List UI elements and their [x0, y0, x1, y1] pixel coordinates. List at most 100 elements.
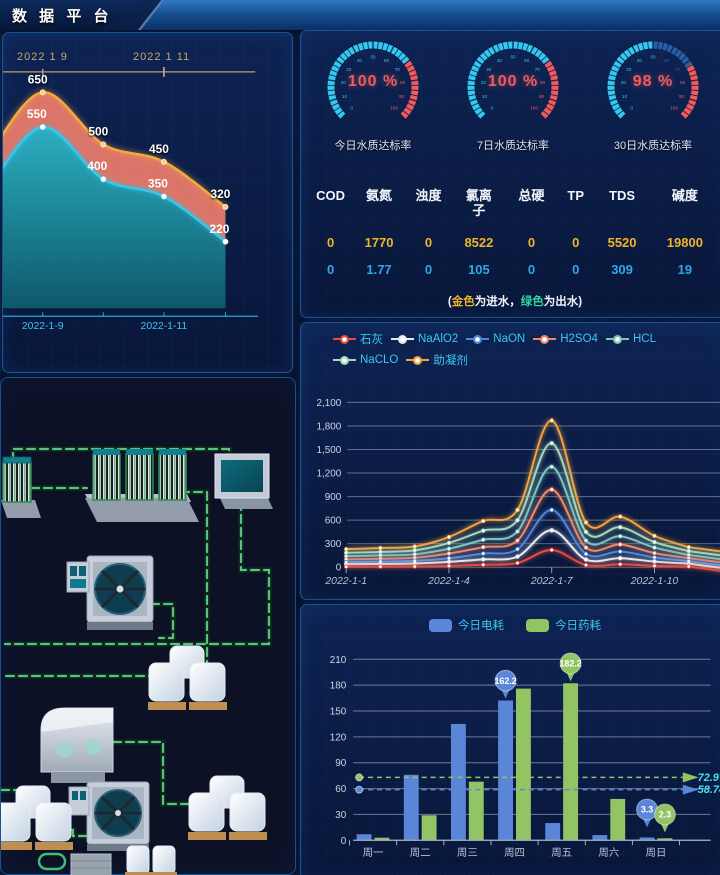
table-cell: 19 — [677, 262, 693, 277]
line-y-tick-label: 1,800 — [316, 421, 341, 432]
clarifier-tank-1[interactable] — [66, 555, 154, 630]
legend-marker-dot — [413, 355, 423, 365]
legend-marker-dot — [340, 334, 349, 344]
gauge-ring: 0 10 20 30 40 50 60 70 80 90 100 — [466, 40, 560, 121]
bar-y-tick-label: 180 — [330, 681, 347, 692]
avg-line-label: 72.97 — [698, 772, 720, 784]
gauge-scale-tick: 20 — [621, 80, 627, 85]
bar-chemical-周日[interactable] — [657, 838, 673, 841]
legend-marker-dot — [612, 334, 622, 344]
pin-value-label: 3.3 — [641, 805, 653, 815]
legend-swatch-electricity — [429, 618, 452, 632]
table-cell: 0 — [327, 262, 335, 277]
legend-marker-dot — [540, 334, 550, 344]
bar-electricity-周五[interactable] — [545, 823, 561, 841]
legend-marker-dot — [398, 334, 407, 344]
gauge-value: 98 % — [632, 73, 674, 90]
legend-item-NaCLO[interactable]: NaCLO — [333, 352, 398, 368]
timeline-label-start: 2022 1 9 — [17, 51, 68, 63]
gauge-scale-tick: 10 — [482, 94, 488, 99]
dosing-line-chart[interactable]: 0 300 600 900 1,200 1,500 1,800 2,100 2022-1-1 20… — [301, 323, 720, 599]
bar-electricity-周四[interactable] — [498, 700, 514, 841]
storage-bags-c[interactable] — [188, 775, 267, 840]
gauge-value: 100 % — [487, 73, 539, 90]
bar-y-tick-label: 150 — [330, 706, 347, 717]
table-cell: 0 — [327, 235, 335, 250]
area-point-label: 650 — [28, 72, 48, 86]
bar-chemical-周一[interactable] — [374, 837, 390, 841]
line-x-tick-label: 2022-1-1 — [324, 576, 367, 587]
pin-value-label: 162.2 — [494, 676, 516, 686]
gauge-scale-tick: 40 — [357, 58, 363, 63]
inout-area-chart[interactable]: 650 550 500 400 450 350 320 220 2022-1-9 2022-1-1… — [3, 33, 292, 372]
gauge-label: 30日水质达标率 — [613, 140, 693, 152]
membrane-rack-small[interactable] — [1, 456, 41, 518]
clarifier-tank-2[interactable] — [68, 781, 150, 851]
table-column-header: 碱度 — [671, 188, 698, 203]
bar-y-tick-label: 120 — [330, 732, 347, 743]
pin-value-label: 2.3 — [659, 810, 671, 820]
legend-item-electricity[interactable]: 今日电耗 — [429, 617, 504, 633]
legend-item-助凝剂[interactable]: 助凝剂 — [406, 352, 468, 368]
legend-label: 助凝剂 — [433, 355, 468, 367]
gauge-scale-tick: 50 — [650, 55, 656, 60]
gauge-value: 100 % — [347, 73, 399, 90]
note-text: 为进水， — [474, 296, 521, 308]
water-basin[interactable] — [214, 453, 273, 509]
legend-item-石灰[interactable]: 石灰 — [333, 331, 383, 347]
gauge-scale-tick: 90 — [679, 94, 685, 99]
legend-item-H2SO4[interactable]: H2SO4 — [533, 331, 598, 347]
equipment-box[interactable] — [70, 853, 112, 875]
table-inflow-row: 0 1770 0 8522 0 0 5520 19800 — [309, 235, 720, 250]
plant-3d-scene[interactable] — [1, 378, 297, 875]
bar-chemical-周三[interactable] — [468, 781, 484, 841]
bar-electricity-周三[interactable] — [450, 723, 466, 841]
bar-electricity-周日[interactable] — [639, 837, 655, 841]
dosing-basin-outline[interactable] — [37, 852, 67, 871]
bar-electricity-周二[interactable] — [403, 774, 419, 841]
header-bar: 数 据 平 台 — [0, 0, 720, 30]
area-point-label: 400 — [87, 159, 107, 173]
legend-item-NaON[interactable]: NaON — [466, 331, 525, 347]
chemical-tank-unit[interactable] — [40, 707, 114, 783]
storage-bags-b[interactable] — [1, 785, 73, 850]
bar-electricity-周一[interactable] — [356, 834, 372, 841]
consumption-bar-chart[interactable]: 0 30 60 90 120 150 180 210 周一 周二 周三 周四 周五 周六 周日 72.9758… — [301, 605, 720, 875]
note-green-word: 绿色 — [520, 296, 544, 308]
note-text: 为出水) — [543, 296, 583, 308]
membrane-rack-station[interactable] — [85, 449, 199, 522]
table-cell: 0 — [424, 235, 433, 250]
legend-item-HCL[interactable]: HCL — [605, 331, 656, 347]
legend-item-chemical[interactable]: 今日药耗 — [526, 617, 601, 633]
legend-label: NaAlO2 — [418, 333, 459, 345]
plant-3d-view[interactable] — [0, 377, 296, 875]
gauge-scale-tick: 60 — [664, 58, 670, 63]
line-y-tick-label: 600 — [325, 516, 342, 527]
gauge-30day-compliance: 0 10 20 30 40 50 60 70 80 90 100 98 % 30日水质达标率 — [583, 33, 720, 159]
area-x-tick-label: 2022-1-9 — [22, 321, 64, 332]
gauge-scale-tick: 100 — [390, 106, 398, 111]
table-cell: 1.77 — [366, 262, 392, 277]
gauge-7day-compliance: 0 10 20 30 40 50 60 70 80 90 100 100 % 7日水质达标率 — [443, 33, 583, 159]
bar-electricity-周六[interactable] — [592, 835, 608, 841]
table-cell: 0 — [527, 262, 536, 277]
gauge-scale-tick: 30 — [346, 67, 352, 72]
bar-chemical-周六[interactable] — [610, 798, 626, 841]
bar-chemical-周四[interactable] — [515, 688, 531, 841]
storage-bags-bottom[interactable] — [125, 845, 177, 875]
legend-marker-dot — [473, 334, 483, 344]
gauge-scale-tick: 80 — [680, 80, 686, 85]
gauge-today-compliance: 0 10 20 30 40 50 60 70 80 90 100 100 % 今日水质达标率 — [303, 33, 443, 159]
legend-item-NaAlO2[interactable]: NaAlO2 — [391, 331, 458, 347]
bar-chemical-周五[interactable] — [563, 683, 579, 841]
table-column-header: TP — [567, 188, 585, 203]
line-x-tick-label: 2022-1-4 — [427, 576, 470, 587]
bar-chemical-周二[interactable] — [421, 815, 437, 841]
storage-bags-a[interactable] — [148, 645, 227, 710]
gauge-scale-tick: 90 — [539, 94, 545, 99]
gauge-scale-tick: 0 — [631, 106, 634, 111]
note-gold-word: 金色 — [451, 296, 475, 308]
gauge-scale-tick: 50 — [370, 55, 376, 60]
legend-label-electricity: 今日电耗 — [458, 620, 504, 632]
